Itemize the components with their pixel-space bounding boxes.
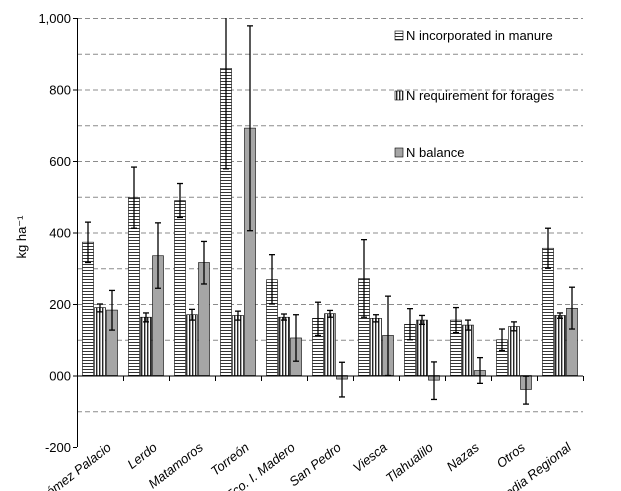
legend: N incorporated in manure N requirement fo… (394, 28, 555, 160)
error-bars (85, 18, 575, 405)
y-tick-label: 1,000 (38, 11, 71, 26)
y-tick-label: 400 (49, 226, 71, 241)
bar (174, 200, 186, 376)
category-label: Otros (494, 439, 529, 471)
bar (186, 314, 198, 376)
bar (140, 316, 152, 376)
bar (416, 319, 428, 376)
bar (324, 313, 336, 376)
y-tick-label: 800 (49, 83, 71, 98)
y-tick-label: -200 (45, 440, 71, 455)
bar (554, 315, 566, 376)
bar (232, 315, 244, 376)
category-label: Viesca (350, 440, 390, 476)
bars (82, 68, 578, 390)
bar (462, 324, 474, 376)
y-axis-title: kg ha⁻¹ (14, 215, 29, 259)
y-tick-label: 600 (49, 154, 71, 169)
bar (370, 317, 382, 376)
bar (508, 326, 520, 376)
legend-swatch (394, 147, 404, 158)
legend-swatch (394, 90, 404, 101)
category-label: Nazas (444, 439, 483, 474)
legend-label: N balance (406, 145, 465, 160)
category-label: Lerdo (124, 440, 159, 472)
y-tick-label: 000 (49, 369, 71, 384)
legend-label: N requirement for forages (406, 88, 555, 103)
category-label: Tlahualilo (383, 440, 436, 486)
legend-label: N incorporated in manure (406, 28, 553, 43)
legend-swatch (394, 30, 404, 41)
y-tick-label: 200 (49, 297, 71, 312)
bar (94, 307, 106, 376)
category-label: San Pedro (286, 440, 344, 490)
bar (278, 316, 290, 376)
